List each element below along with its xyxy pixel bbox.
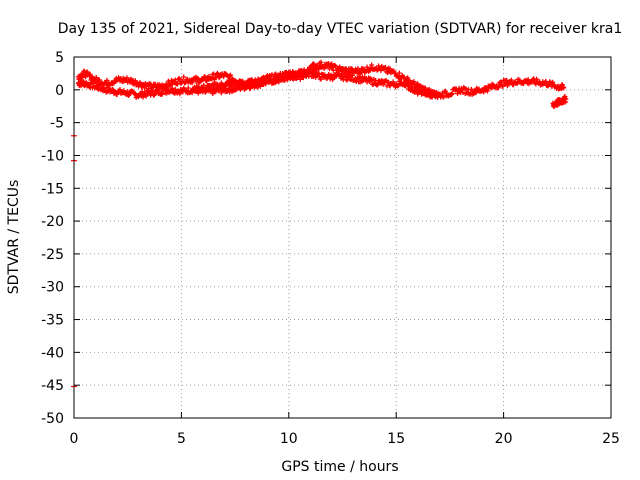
data-point [495,85,501,91]
data-point [227,72,233,78]
data-point [104,77,110,83]
data-point [96,77,102,83]
y-tick-label: -50 [41,411,64,427]
data-point [185,85,191,91]
data-point [534,76,540,82]
y-tick-label: -45 [41,378,64,394]
data-point [344,77,350,83]
x-tick-label: 25 [602,431,620,447]
data-point [87,71,93,77]
data-point [175,81,181,87]
data-point [504,77,510,83]
data-point [85,81,91,87]
data-point [109,86,115,92]
x-tick-label: 5 [177,431,186,447]
y-tick-label: -15 [41,181,64,197]
data-point [561,85,567,91]
data-point [151,92,157,98]
data-point [132,78,138,84]
data-point [290,69,296,75]
y-tick-label: -10 [41,148,64,164]
data-point [508,77,514,83]
series-track-mid [189,68,399,94]
data-point [189,80,195,86]
plot-frame [73,56,612,419]
x-tick-label: 15 [387,431,405,447]
data-point [396,70,402,76]
y-tick-label: -5 [50,116,64,132]
data-point [405,81,411,87]
tick-labels: 0 5 10 15 20 25 5 0 -5 -10 -15 -20 -25 -30 -35 -40 -45 -5… [41,50,620,447]
data-point [415,81,421,87]
data-point [318,76,324,82]
x-tick-label: 20 [495,431,513,447]
data-point [83,74,89,80]
data-point [349,73,355,78]
data-point [152,91,158,97]
y-tick-label: -25 [41,247,64,263]
data-point [481,89,487,95]
data-point [374,82,380,88]
data-point [126,92,132,98]
y-tick-label: 5 [55,50,64,66]
data-point [328,72,334,78]
data-points [71,59,569,388]
y-tick-label: -40 [41,345,64,361]
y-tick-label: -20 [41,214,64,230]
data-point [117,86,123,92]
data-point [369,62,375,68]
grid-lines [74,57,611,418]
data-point [255,76,261,82]
tick-marks [73,56,612,419]
data-point [227,73,233,79]
x-axis-label: GPS time / hours [281,459,398,475]
data-point [181,74,187,80]
data-point [291,71,297,77]
data-point [422,87,428,93]
data-point [121,88,127,94]
data-point [563,96,569,102]
series-track-peak [307,59,442,100]
data-point [411,79,417,85]
series-track-tail [550,94,569,110]
data-point [315,70,321,76]
y-tick-label: -35 [41,313,64,329]
data-point [266,76,272,82]
series-track-late [393,76,567,100]
data-point [159,91,165,97]
data-point [380,81,386,87]
data-point [308,67,314,73]
y-tick-label: -30 [41,280,64,296]
data-point [125,92,131,98]
data-point [425,88,431,94]
data-point [448,91,454,97]
data-point [284,77,290,83]
chart-title: Day 135 of 2021, Sidereal Day-to-day VTE… [58,21,623,37]
y-tick-label: 0 [55,83,64,99]
data-point [249,77,255,83]
data-point [449,91,455,97]
data-point [409,84,415,90]
data-point [210,91,216,97]
x-tick-label: 10 [280,431,298,447]
data-point [375,81,381,87]
data-point [484,88,490,94]
x-tick-label: 0 [70,431,79,447]
data-point [318,59,324,65]
plot-border [73,56,612,419]
y-axis-label: SDTVAR / TECUs [6,180,22,295]
data-point [496,82,502,88]
data-point [422,85,428,91]
data-point [430,88,436,94]
data-point [390,79,396,85]
